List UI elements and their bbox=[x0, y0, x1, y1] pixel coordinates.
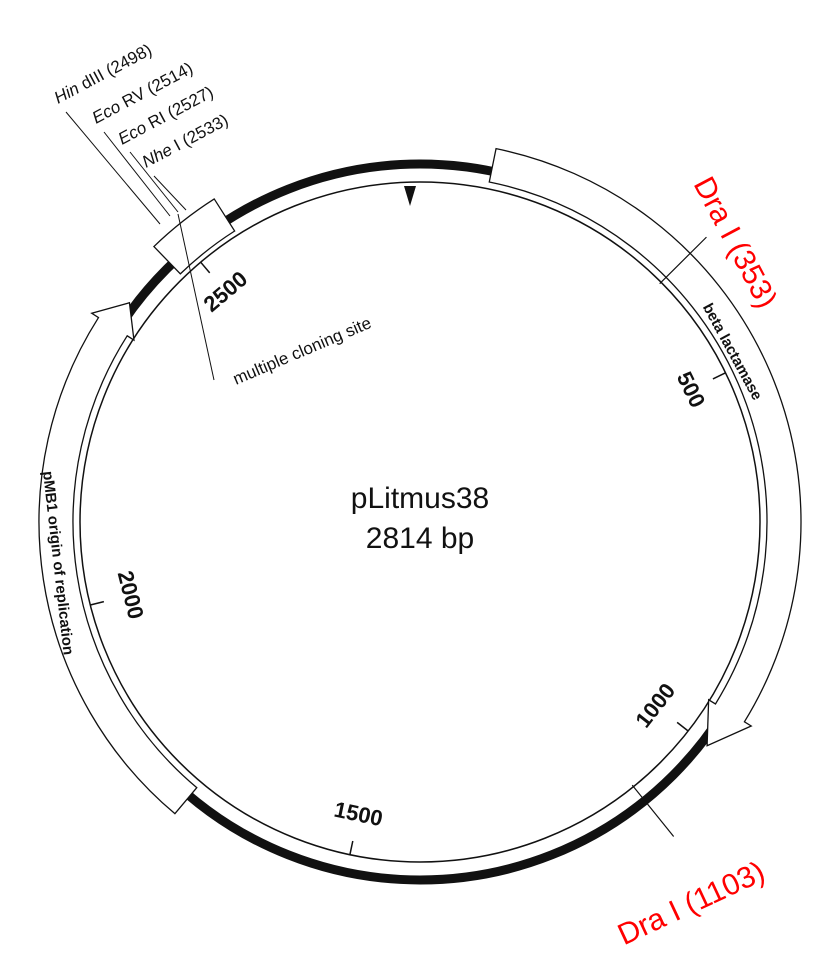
tick-label: 2000 bbox=[113, 568, 149, 622]
site-leader-line bbox=[153, 175, 187, 211]
origin-marker bbox=[404, 186, 416, 206]
dra-site-line bbox=[659, 236, 707, 285]
origin-of-replication-arrow[interactable] bbox=[38, 301, 198, 815]
inner-backbone-ring bbox=[79, 181, 761, 863]
tick-mark bbox=[712, 372, 726, 380]
tick-mark bbox=[200, 261, 211, 274]
multiple-cloning-site-label: multiple cloning site bbox=[230, 313, 374, 388]
dra-site-label: Dra I (1103) bbox=[613, 855, 770, 952]
cloning-site-leader-lines bbox=[65, 111, 215, 381]
mcs-leader-line bbox=[177, 213, 215, 381]
tick-mark bbox=[676, 721, 689, 732]
cloning-site-labels: Hin dIII (2498)Eco RV (2514)Eco RI (2527… bbox=[51, 40, 231, 171]
site-leader-line bbox=[65, 111, 161, 225]
plasmid-name: pLitmus38 bbox=[351, 482, 489, 515]
dra-site-line bbox=[631, 784, 675, 837]
site-leader-line bbox=[103, 131, 171, 217]
site-leader-line bbox=[129, 151, 179, 213]
plasmid-size: 2814 bp bbox=[366, 522, 474, 555]
tick-mark bbox=[90, 600, 105, 606]
tick-mark bbox=[349, 840, 354, 855]
tick-label: 1500 bbox=[332, 797, 385, 832]
beta-lactamase-arrow[interactable] bbox=[488, 147, 802, 747]
tick-label: 500 bbox=[672, 368, 711, 412]
multiple-cloning-site-box[interactable] bbox=[152, 198, 236, 275]
scale-ticks: 500 1000 1500 2000 2500 bbox=[90, 261, 726, 855]
tick-label: 2500 bbox=[199, 266, 253, 317]
tick-label: 1000 bbox=[630, 678, 680, 732]
